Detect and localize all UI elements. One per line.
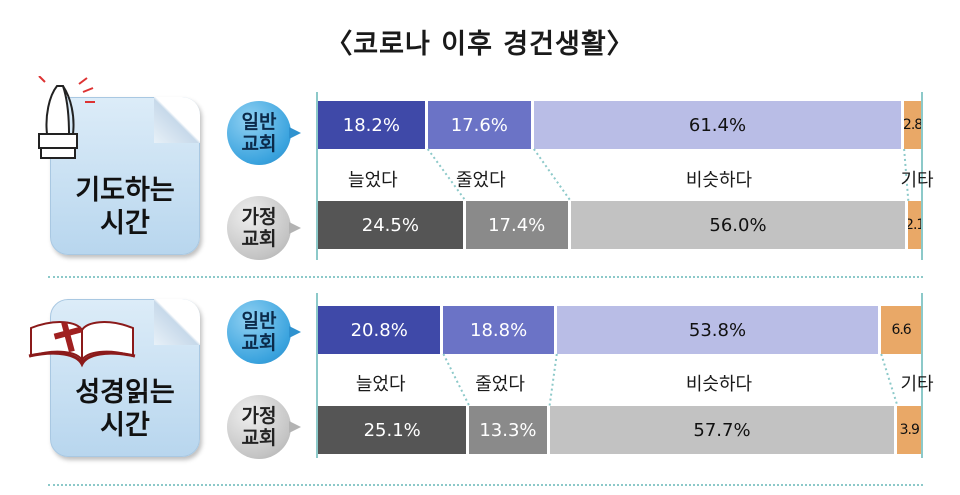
card-bible-reading-time: 성경읽는 시간 [28,299,200,457]
seg-decreased: 13.3% [469,406,550,454]
badge-home-church: 가정 교회 [227,395,301,459]
seg-similar: 56.0% [570,201,909,249]
category-label: 줄었다 [475,374,525,395]
badge-line2: 교회 [241,427,277,449]
bar-bible-home: 25.1% 13.3% 57.7% 3.9 [318,406,921,454]
chart-title: 〈코로나 이후 경건생활〉 [325,29,635,60]
category-label: 늘었다 [355,374,406,395]
category-label: 기타 [900,170,934,191]
badge-line2: 교회 [241,133,277,155]
badge-line1: 일반 [241,310,277,332]
bar-bible-general: 20.8% 18.8% 53.8% 6.6 [318,306,921,354]
badge-general-church: 일반 교회 [227,300,301,364]
page-curl [154,299,200,345]
card-title-line2: 시간 [100,410,150,441]
axis-left [316,293,318,458]
bar-prayer-home: 24.5% 17.4% 56.0% 2.1 [318,201,921,249]
badge-line1: 일반 [241,111,277,133]
badge-pointer [289,222,301,234]
seg-other: 6.6 [881,306,921,354]
page-curl [154,97,200,143]
seg-increased: 25.1% [318,406,470,454]
card-prayer-time: 기도하는 시간 [38,76,200,255]
card-title-line2: 시간 [100,208,150,239]
connector-line [548,353,558,407]
badge-home-church: 가정 교회 [227,196,301,260]
category-label: 비슷하다 [685,374,753,395]
seg-increased: 18.2% [318,101,428,149]
connector-line [442,353,471,407]
seg-increased: 20.8% [318,306,444,354]
bar-prayer-general: 18.2% 17.6% 61.4% 2.8 [318,101,921,149]
badge-pointer [289,421,301,433]
axis-right [921,92,923,260]
category-label: 줄었다 [455,170,506,191]
badge-line2: 교회 [241,228,277,250]
connector-line [880,353,899,407]
section-divider [48,484,923,486]
seg-similar: 61.4% [533,101,905,149]
seg-other: 2.1 [908,201,921,249]
card-title-line1: 기도하는 [75,175,175,206]
category-label: 기타 [900,374,934,395]
card-title-line1: 성경읽는 [75,377,175,408]
praying-hands-icon [38,76,95,159]
badge-line2: 교회 [241,332,277,354]
category-label: 늘었다 [348,170,398,191]
badge-line1: 가정 [241,405,277,427]
badge-general-church: 일반 교회 [227,101,301,165]
seg-decreased: 17.4% [465,201,571,249]
seg-other: 2.8 [904,101,921,149]
seg-decreased: 17.6% [427,101,534,149]
seg-similar: 57.7% [549,406,898,454]
category-label: 비슷하다 [685,170,753,191]
section-divider [48,276,923,278]
badge-line1: 가정 [241,206,277,228]
bible-cross-icon [28,321,136,368]
connector-line [533,148,572,202]
axis-right [921,293,923,458]
seg-decreased: 18.8% [443,306,557,354]
seg-increased: 24.5% [318,201,466,249]
axis-left [316,92,318,260]
badge-pointer [289,127,301,139]
seg-similar: 53.8% [556,306,882,354]
seg-other: 3.9 [897,406,921,454]
badge-pointer [289,326,301,338]
